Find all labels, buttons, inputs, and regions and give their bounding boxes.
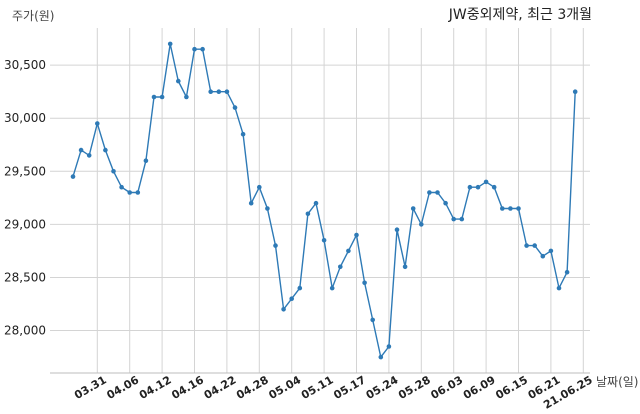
x-tick-label: 05.28 — [396, 373, 433, 402]
data-point — [297, 285, 303, 291]
x-tick-label: 05.11 — [299, 373, 336, 402]
data-point — [378, 354, 384, 360]
x-tick-label: 06.03 — [429, 373, 466, 402]
x-tick-label: 05.04 — [267, 373, 304, 402]
data-point — [257, 184, 262, 190]
data-point — [386, 344, 392, 349]
data-point — [556, 285, 562, 291]
data-point — [346, 248, 351, 254]
x-tick-label: 04.28 — [234, 373, 271, 402]
data-point — [548, 248, 554, 254]
data-point — [167, 41, 173, 47]
data-point — [467, 184, 473, 190]
data-point — [184, 94, 189, 100]
data-point — [240, 131, 246, 137]
data-point — [402, 264, 408, 270]
data-point — [329, 285, 335, 291]
data-point — [119, 184, 124, 190]
data-point — [410, 206, 416, 211]
data-point — [370, 317, 376, 323]
data-point — [540, 253, 546, 259]
data-point — [265, 206, 270, 211]
data-point — [427, 190, 432, 195]
vertical-gridlines — [96, 28, 584, 373]
data-point — [354, 232, 359, 238]
x-tick-label: 04.16 — [169, 373, 206, 402]
x-tick-label: 04.12 — [137, 373, 174, 402]
y-tick-label: 30,000 — [4, 111, 46, 125]
data-point — [95, 121, 100, 126]
x-tick-labels: 03.3104.0604.1204.1604.2204.2805.0405.11… — [72, 373, 595, 412]
y-tick-labels: 28,000 28,500 29,000 29,500 30,000 30,500 — [4, 58, 46, 337]
y-tick-label: 30,500 — [4, 58, 46, 72]
data-point — [224, 89, 230, 94]
data-point — [111, 169, 116, 174]
y-axis-label: 주가(원) — [12, 9, 54, 23]
price-series — [70, 41, 578, 360]
data-point — [135, 190, 141, 195]
data-point — [451, 216, 457, 222]
data-point — [338, 264, 343, 270]
data-point — [127, 190, 132, 195]
y-tick-label: 28,500 — [4, 270, 46, 284]
data-point — [248, 200, 254, 206]
y-tick-label: 29,000 — [4, 217, 46, 231]
data-point — [483, 179, 489, 185]
data-point — [524, 243, 529, 248]
data-point — [500, 206, 505, 211]
data-point — [192, 46, 197, 52]
data-point — [159, 94, 165, 100]
chart-title: JW중외제약, 최근 3개월 — [448, 7, 592, 23]
data-point — [78, 147, 84, 153]
data-point — [459, 216, 465, 222]
data-point — [435, 190, 440, 195]
x-tick-label: 06.09 — [461, 373, 498, 402]
data-point — [103, 147, 108, 153]
x-tick-label: 04.06 — [105, 373, 142, 402]
data-point — [475, 184, 481, 190]
data-point — [394, 227, 400, 232]
data-point — [532, 243, 537, 248]
data-point — [143, 158, 149, 163]
data-point — [289, 296, 295, 302]
data-point — [176, 78, 181, 84]
x-axis-label: 날짜(일) — [596, 375, 638, 389]
data-point — [313, 200, 319, 206]
data-point — [273, 243, 278, 248]
x-tick-label: 05.24 — [364, 373, 401, 402]
x-tick-label: 04.22 — [202, 373, 239, 402]
horizontal-gridlines — [50, 64, 590, 332]
data-point — [362, 280, 367, 286]
data-point — [208, 89, 213, 94]
data-point — [70, 174, 76, 179]
y-tick-label: 28,000 — [4, 324, 46, 338]
data-point — [516, 206, 521, 211]
data-point — [86, 153, 92, 158]
data-point — [491, 184, 497, 190]
x-tick-label: 05.17 — [331, 373, 368, 402]
data-point — [200, 46, 205, 52]
x-tick-label: 06.15 — [493, 373, 530, 402]
y-tick-label: 29,500 — [4, 164, 46, 178]
x-tick-label: 03.31 — [72, 373, 109, 402]
data-point — [443, 200, 448, 206]
data-point — [232, 105, 238, 110]
data-point — [321, 238, 327, 243]
data-point — [564, 269, 570, 275]
data-point — [419, 222, 424, 227]
data-point — [305, 211, 311, 217]
data-point — [508, 206, 513, 211]
data-point — [572, 89, 578, 94]
data-point — [151, 94, 157, 100]
data-point — [216, 89, 222, 94]
data-point — [281, 307, 286, 312]
